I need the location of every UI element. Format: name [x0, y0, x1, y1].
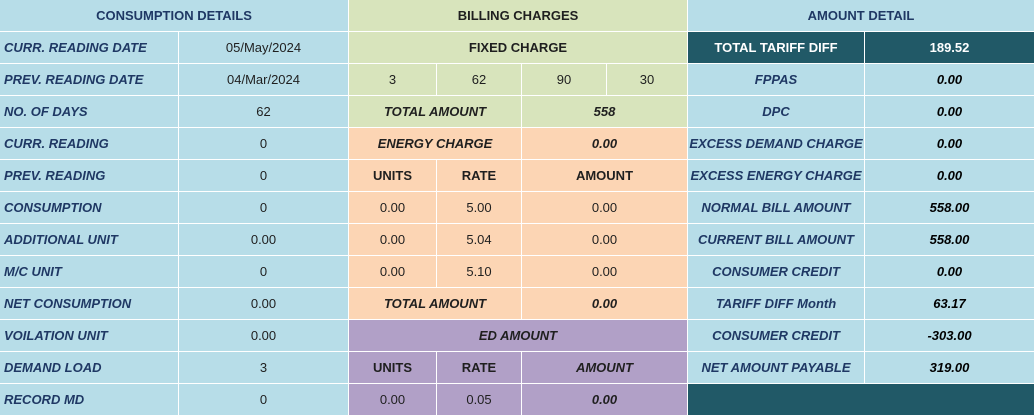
amount-label: CONSUMER CREDIT	[688, 320, 865, 352]
consumption-details-header: CONSUMPTION DETAILS	[0, 0, 349, 32]
consumption-label: RECORD MD	[0, 384, 179, 416]
ed-amount-value: 0.00	[522, 384, 688, 416]
consumption-label: PREV. READING	[0, 160, 179, 192]
amount-label: EXCESS ENERGY CHARGE	[688, 160, 865, 192]
consumption-value[interactable]: 3	[179, 352, 349, 384]
amount-value: 63.17	[865, 288, 1035, 320]
fixed-total-label: TOTAL AMOUNT	[349, 96, 522, 128]
billing-charges-header: BILLING CHARGES	[349, 0, 688, 32]
consumption-label: ADDITIONAL UNIT	[0, 224, 179, 256]
energy-rate[interactable]: 5.10	[437, 256, 522, 288]
net-amount-payable-label: NET AMOUNT PAYABLE	[688, 352, 865, 384]
consumption-label: NET CONSUMPTION	[0, 288, 179, 320]
energy-amount[interactable]: 0.00	[522, 256, 688, 288]
net-amount-payable-value: 319.00	[865, 352, 1035, 384]
ed-rate-header: RATE	[437, 352, 522, 384]
consumption-label: CONSUMPTION	[0, 192, 179, 224]
consumption-value[interactable]: 0	[179, 192, 349, 224]
amount-value: 0.00	[865, 128, 1035, 160]
fixed-charge-label: FIXED CHARGE	[349, 32, 688, 64]
amount-detail-header: AMOUNT DETAIL	[688, 0, 1035, 32]
ed-units[interactable]: 0.00	[349, 384, 437, 416]
consumption-label: DEMAND LOAD	[0, 352, 179, 384]
amount-value: 0.00	[865, 160, 1035, 192]
energy-rate[interactable]: 5.04	[437, 224, 522, 256]
energy-charge-value: 0.00	[522, 128, 688, 160]
consumption-value[interactable]: 05/May/2024	[179, 32, 349, 64]
consumption-value[interactable]: 62	[179, 96, 349, 128]
amount-label: DPC	[688, 96, 865, 128]
consumption-label: NO. OF DAYS	[0, 96, 179, 128]
total-tariff-diff-value: 189.52	[865, 32, 1035, 64]
consumption-value[interactable]: 04/Mar/2024	[179, 64, 349, 96]
consumption-label: VOILATION UNIT	[0, 320, 179, 352]
energy-units-header: UNITS	[349, 160, 437, 192]
amount-label: EXCESS DEMAND CHARGE	[688, 128, 865, 160]
consumption-value[interactable]: 0	[179, 256, 349, 288]
consumption-value[interactable]: 0	[179, 160, 349, 192]
amount-value: 0.00	[865, 64, 1035, 96]
amount-label: CONSUMER CREDIT	[688, 256, 865, 288]
energy-units[interactable]: 0.00	[349, 224, 437, 256]
consumption-value[interactable]: 0.00	[179, 224, 349, 256]
energy-units[interactable]: 0.00	[349, 256, 437, 288]
amount-value: 558.00	[865, 224, 1035, 256]
consumption-label: PREV. READING DATE	[0, 64, 179, 96]
fixed-charge-value[interactable]: 62	[437, 64, 522, 96]
energy-amount[interactable]: 0.00	[522, 224, 688, 256]
ed-units-header: UNITS	[349, 352, 437, 384]
consumption-label: CURR. READING	[0, 128, 179, 160]
ed-amount-header: AMOUNT	[522, 352, 688, 384]
amount-value: 558.00	[865, 192, 1035, 224]
consumption-value[interactable]: 0.00	[179, 288, 349, 320]
fixed-charge-value[interactable]: 3	[349, 64, 437, 96]
energy-units[interactable]: 0.00	[349, 192, 437, 224]
consumption-label: M/C UNIT	[0, 256, 179, 288]
amount-footer	[688, 384, 1035, 416]
amount-label: NORMAL BILL AMOUNT	[688, 192, 865, 224]
total-tariff-diff-label: TOTAL TARIFF DIFF	[688, 32, 865, 64]
ed-amount-label: ED AMOUNT	[349, 320, 688, 352]
amount-value: 0.00	[865, 96, 1035, 128]
amount-value: 0.00	[865, 256, 1035, 288]
amount-label: TARIFF DIFF Month	[688, 288, 865, 320]
energy-total-label: TOTAL AMOUNT	[349, 288, 522, 320]
ed-rate[interactable]: 0.05	[437, 384, 522, 416]
amount-label: FPPAS	[688, 64, 865, 96]
fixed-charge-value[interactable]: 90	[522, 64, 607, 96]
energy-rate-header: RATE	[437, 160, 522, 192]
fixed-total-value: 558	[522, 96, 688, 128]
consumption-value[interactable]: 0	[179, 128, 349, 160]
amount-value: -303.00	[865, 320, 1035, 352]
energy-amount-header: AMOUNT	[522, 160, 688, 192]
amount-label: CURRENT BILL AMOUNT	[688, 224, 865, 256]
fixed-charge-value[interactable]: 30	[607, 64, 688, 96]
energy-total-value: 0.00	[522, 288, 688, 320]
consumption-label: CURR. READING DATE	[0, 32, 179, 64]
energy-rate[interactable]: 5.00	[437, 192, 522, 224]
energy-amount[interactable]: 0.00	[522, 192, 688, 224]
energy-charge-label: ENERGY CHARGE	[349, 128, 522, 160]
consumption-value[interactable]: 0	[179, 384, 349, 416]
consumption-value[interactable]: 0.00	[179, 320, 349, 352]
